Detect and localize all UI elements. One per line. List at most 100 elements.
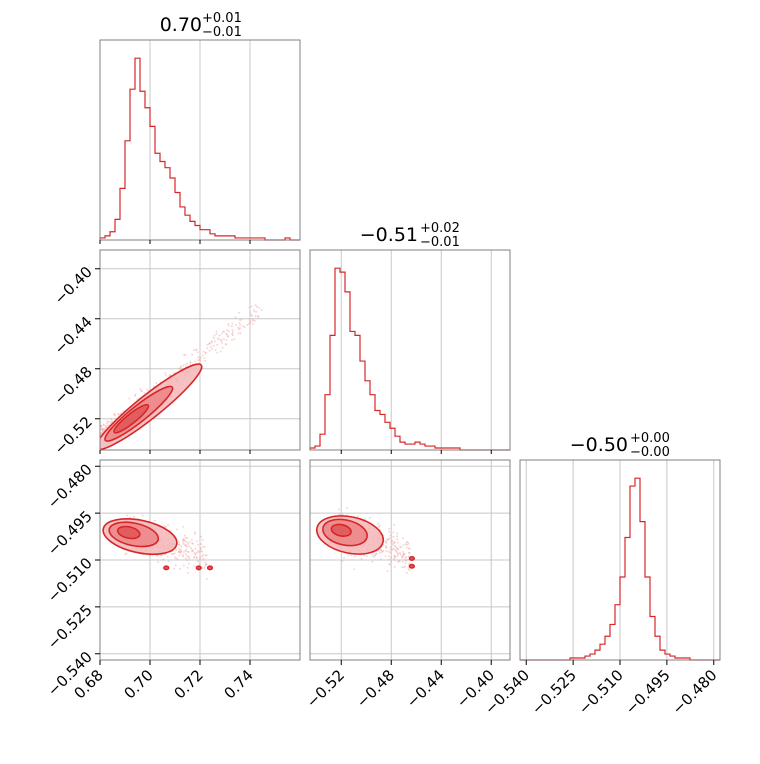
scatter-point — [193, 552, 196, 554]
scatter-point — [390, 560, 392, 563]
scatter-point — [98, 430, 100, 432]
scatter-point — [133, 515, 135, 518]
scatter-point — [385, 544, 388, 547]
scatter-point — [249, 320, 252, 323]
scatter-point — [392, 547, 394, 550]
scatter-point — [147, 390, 150, 392]
scatter-point — [185, 552, 187, 555]
scatter-point — [388, 537, 391, 539]
scatter-point — [375, 553, 377, 555]
x-tick-label: −0.510 — [575, 666, 627, 718]
scatter-point — [221, 332, 223, 335]
scatter-point — [393, 545, 396, 547]
scatter-point — [407, 567, 410, 570]
scatter-point — [392, 542, 395, 545]
scatter-point — [364, 518, 366, 520]
scatter-point — [209, 342, 211, 344]
scatter-point — [182, 554, 184, 556]
scatter-point — [194, 533, 196, 535]
scatter-point — [227, 330, 230, 333]
scatter-point — [394, 559, 396, 562]
scatter-point — [148, 554, 151, 557]
scatter-point — [239, 327, 241, 330]
scatter-point — [200, 535, 203, 538]
scatter-point — [191, 353, 193, 356]
x-tick-label: −0.52 — [303, 666, 348, 711]
scatter-point — [188, 557, 191, 560]
scatter-point — [190, 547, 192, 550]
scatter-point — [249, 321, 252, 324]
scatter-point — [225, 339, 228, 341]
scatter-point — [187, 550, 189, 553]
scatter-point — [397, 548, 399, 550]
contour-island — [408, 563, 415, 569]
scatter-point — [389, 546, 392, 549]
scatter-point — [211, 341, 213, 344]
scatter-point — [393, 566, 396, 568]
scatter-point — [94, 436, 96, 438]
scatter-point — [402, 544, 405, 546]
scatter-point — [375, 550, 378, 552]
scatter-point — [110, 418, 112, 420]
x-tick-label: −0.495 — [622, 666, 674, 718]
scatter-point — [391, 539, 394, 542]
scatter-point — [205, 554, 208, 556]
scatter-point — [389, 551, 392, 554]
scatter-point — [165, 374, 167, 377]
scatter-point — [199, 547, 202, 550]
x-tick-label: 0.72 — [170, 666, 206, 702]
scatter-point — [206, 347, 208, 349]
scatter-point — [102, 428, 105, 430]
scatter-point — [379, 529, 381, 531]
scatter-point — [246, 324, 249, 326]
scatter-point — [218, 338, 221, 341]
scatter-point — [250, 305, 253, 308]
scatter-point — [347, 554, 350, 556]
scatter-point — [237, 326, 240, 329]
scatter-point — [377, 523, 379, 525]
scatter-point — [389, 548, 392, 551]
scatter-point — [192, 550, 194, 552]
scatter-point — [388, 558, 390, 561]
scatter-point — [189, 361, 191, 363]
scatter-point — [173, 567, 175, 570]
scatter-point — [231, 333, 233, 335]
scatter-point — [371, 554, 374, 556]
scatter-point — [225, 332, 227, 335]
scatter-point — [186, 555, 189, 557]
scatter-point — [403, 553, 405, 556]
scatter-point — [201, 567, 204, 569]
scatter-point — [200, 356, 202, 359]
scatter-point — [254, 304, 257, 307]
scatter-point — [134, 393, 137, 396]
scatter-point — [104, 429, 107, 431]
scatter-point — [178, 367, 180, 370]
contour-island — [195, 565, 202, 571]
scatter-point — [338, 508, 340, 511]
y-tick-label: −0.52 — [51, 413, 96, 458]
scatter-point — [96, 430, 98, 432]
scatter-point — [222, 330, 225, 333]
scatter-point — [374, 553, 377, 556]
scatter-point — [248, 322, 250, 325]
scatter-point — [360, 557, 363, 560]
scatter-point — [404, 557, 407, 560]
scatter-point — [186, 537, 189, 539]
scatter-point — [164, 525, 166, 528]
scatter-point — [184, 540, 186, 542]
scatter-point — [212, 345, 215, 347]
scatter-point — [122, 410, 125, 413]
scatter-point — [408, 547, 410, 550]
scatter-point — [178, 544, 181, 546]
scatter-point — [157, 561, 160, 563]
scatter-point — [398, 560, 401, 562]
title-param-2-plus: +0.00 — [630, 431, 670, 446]
scatter-point — [363, 554, 365, 556]
y-tick-label: −0.525 — [44, 601, 96, 653]
scatter-point — [164, 372, 167, 374]
scatter-point — [114, 414, 116, 417]
scatter-point — [396, 553, 399, 555]
scatter-point — [93, 438, 95, 440]
scatter-point — [125, 552, 128, 555]
scatter-point — [186, 545, 188, 548]
